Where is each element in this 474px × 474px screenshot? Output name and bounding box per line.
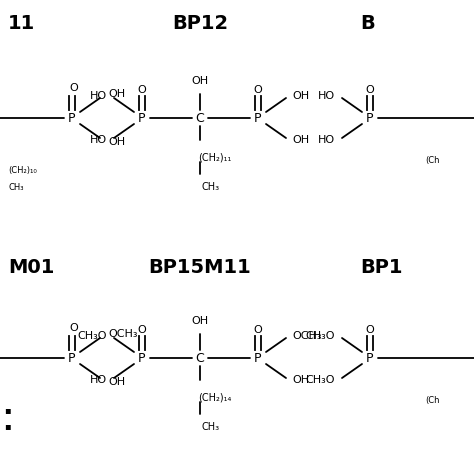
Text: ▪: ▪ bbox=[4, 421, 10, 431]
Text: BP12: BP12 bbox=[172, 14, 228, 33]
Text: O: O bbox=[365, 85, 374, 95]
Text: CH₃: CH₃ bbox=[8, 183, 24, 192]
Text: P: P bbox=[366, 352, 374, 365]
Text: OCH₃: OCH₃ bbox=[292, 331, 321, 341]
Text: P: P bbox=[138, 111, 146, 125]
Text: HO: HO bbox=[318, 91, 335, 101]
Text: O: O bbox=[137, 85, 146, 95]
Text: BP15M11: BP15M11 bbox=[149, 258, 251, 277]
Text: P: P bbox=[254, 111, 262, 125]
Text: OH: OH bbox=[292, 375, 309, 385]
Text: B: B bbox=[360, 14, 375, 33]
Text: O: O bbox=[70, 323, 78, 333]
Text: OH: OH bbox=[108, 89, 125, 99]
Text: OH: OH bbox=[292, 135, 309, 145]
Text: CH₃: CH₃ bbox=[202, 422, 220, 432]
Text: O: O bbox=[137, 325, 146, 335]
Text: HO: HO bbox=[318, 135, 335, 145]
Text: HO: HO bbox=[90, 135, 107, 145]
Text: (Ch: (Ch bbox=[425, 395, 439, 404]
Text: C: C bbox=[196, 352, 204, 365]
Text: O: O bbox=[254, 85, 263, 95]
Text: CH₃O: CH₃O bbox=[306, 331, 335, 341]
Text: OH: OH bbox=[108, 377, 125, 387]
Text: 11: 11 bbox=[8, 14, 35, 33]
Text: (CH₂)₁₄: (CH₂)₁₄ bbox=[198, 392, 231, 402]
Text: P: P bbox=[366, 111, 374, 125]
Text: OH: OH bbox=[108, 137, 125, 147]
Text: P: P bbox=[68, 352, 76, 365]
Text: BP1: BP1 bbox=[360, 258, 402, 277]
Text: C: C bbox=[196, 111, 204, 125]
Text: P: P bbox=[68, 111, 76, 125]
Text: O: O bbox=[70, 83, 78, 93]
Text: CH₃O: CH₃O bbox=[306, 375, 335, 385]
Text: HO: HO bbox=[90, 91, 107, 101]
Text: (Ch: (Ch bbox=[425, 155, 439, 164]
Text: HO: HO bbox=[90, 375, 107, 385]
Text: (CH₂)₁₀: (CH₂)₁₀ bbox=[8, 165, 37, 174]
Text: OH: OH bbox=[292, 91, 309, 101]
Text: OH: OH bbox=[191, 76, 209, 86]
Text: OCH₃: OCH₃ bbox=[108, 329, 137, 339]
Text: CH₃: CH₃ bbox=[202, 182, 220, 192]
Text: CH₃O: CH₃O bbox=[78, 331, 107, 341]
Text: ▪: ▪ bbox=[4, 405, 10, 415]
Text: P: P bbox=[138, 352, 146, 365]
Text: OH: OH bbox=[191, 316, 209, 326]
Text: P: P bbox=[254, 352, 262, 365]
Text: (CH₂)₁₁: (CH₂)₁₁ bbox=[198, 152, 231, 162]
Text: M01: M01 bbox=[8, 258, 55, 277]
Text: O: O bbox=[365, 325, 374, 335]
Text: O: O bbox=[254, 325, 263, 335]
